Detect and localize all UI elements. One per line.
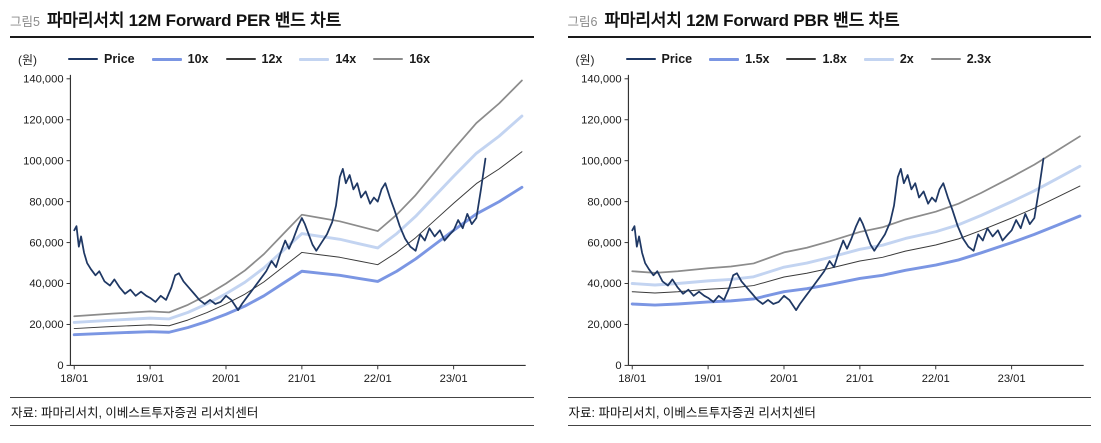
figures-row: 그림5 파마리서치 12M Forward PER 밴드 차트 (원) Pric… <box>10 6 1091 426</box>
legend-item-12x: 12x <box>225 52 283 66</box>
svg-text:20/01: 20/01 <box>212 373 240 385</box>
figure-header: 그림5 파마리서치 12M Forward PER 밴드 차트 <box>10 6 534 38</box>
legend-line-swatch <box>299 57 330 61</box>
figure-title: 파마리서치 12M Forward PBR 밴드 차트 <box>604 11 900 30</box>
figure-title: 파마리서치 12M Forward PER 밴드 차트 <box>46 11 342 30</box>
legend-label: 1.5x <box>745 52 770 66</box>
svg-text:19/01: 19/01 <box>694 373 722 385</box>
figure-label: 그림5 <box>10 15 40 29</box>
legend-item-2.3x: 2.3x <box>930 52 992 66</box>
svg-text:20,000: 20,000 <box>29 319 63 331</box>
svg-text:100,000: 100,000 <box>23 155 64 167</box>
figure-header: 그림6 파마리서치 12M Forward PBR 밴드 차트 <box>567 6 1091 38</box>
figure-per-band: 그림5 파마리서치 12M Forward PER 밴드 차트 (원) Pric… <box>10 6 534 426</box>
legend-label: Price <box>661 52 693 66</box>
figure-label: 그림6 <box>567 15 598 29</box>
legend-item-1.5x: 1.5x <box>709 52 769 66</box>
svg-text:0: 0 <box>615 360 621 372</box>
per-band-chart: 0 20,000 40,000 60,000 80,000 100,000 120,000 1… <box>10 71 534 393</box>
svg-text:21/01: 21/01 <box>288 373 316 385</box>
svg-text:80,000: 80,000 <box>587 196 621 208</box>
source-note: 자료: 파마리서치, 이베스트투자증권 리서치센터 <box>10 396 534 426</box>
legend-line-swatch <box>786 58 817 60</box>
y-axis-unit-label: (원) <box>575 52 595 67</box>
chart-legend: (원) Price 1.5x 1.8x 2x 2.3x <box>568 47 1092 71</box>
svg-text:60,000: 60,000 <box>587 237 621 249</box>
svg-text:140,000: 140,000 <box>581 74 622 86</box>
svg-text:22/01: 22/01 <box>921 373 949 385</box>
legend-line-swatch <box>68 58 99 60</box>
legend-item-10x: 10x <box>151 52 209 66</box>
svg-text:21/01: 21/01 <box>845 373 873 385</box>
svg-text:20/01: 20/01 <box>769 373 797 385</box>
legend-item-14x: 14x <box>299 52 356 66</box>
svg-text:23/01: 23/01 <box>440 373 468 385</box>
legend-label: 2.3x <box>966 52 992 66</box>
svg-text:120,000: 120,000 <box>581 114 622 126</box>
figure-pbr-band: 그림6 파마리서치 12M Forward PBR 밴드 차트 (원) Pric… <box>567 6 1092 426</box>
svg-text:18/01: 18/01 <box>618 373 646 385</box>
legend-line-swatch <box>863 57 894 61</box>
legend-item-Price: Price <box>68 52 135 66</box>
source-note: 자료: 파마리서치, 이베스트투자증권 리서치센터 <box>567 396 1091 426</box>
pbr-band-chart: 0 20,000 40,000 60,000 80,000 100,000 120,000 1… <box>568 71 1092 393</box>
legend-line-swatch <box>225 58 256 60</box>
legend-label: 10x <box>187 52 209 66</box>
legend-label: Price <box>104 52 135 66</box>
legend-line-swatch <box>930 58 961 60</box>
legend-item-1.8x: 1.8x <box>786 52 847 66</box>
svg-text:120,000: 120,000 <box>23 114 64 126</box>
chart-area: (원) Price 10x 12x 14x 16x 0 20,000 40,000 60,00… <box>10 38 534 393</box>
svg-text:80,000: 80,000 <box>29 196 63 208</box>
svg-text:19/01: 19/01 <box>136 373 164 385</box>
legend-label: 14x <box>335 52 357 66</box>
svg-text:140,000: 140,000 <box>23 74 64 86</box>
legend-label: 2x <box>899 52 914 66</box>
chart-legend: (원) Price 10x 12x 14x 16x <box>10 47 534 71</box>
chart-area: (원) Price 1.5x 1.8x 2x 2.3x 0 20,000 40,000 60,… <box>568 38 1092 393</box>
svg-text:100,000: 100,000 <box>581 155 622 167</box>
legend-line-swatch <box>151 57 182 61</box>
svg-text:40,000: 40,000 <box>587 278 621 290</box>
legend-line-swatch <box>709 57 740 61</box>
svg-text:40,000: 40,000 <box>29 278 63 290</box>
svg-text:18/01: 18/01 <box>60 373 88 385</box>
svg-text:60,000: 60,000 <box>29 237 63 249</box>
legend-label: 12x <box>261 52 283 66</box>
svg-text:0: 0 <box>57 360 63 372</box>
legend-line-swatch <box>625 58 656 60</box>
legend-item-Price: Price <box>625 52 693 66</box>
y-axis-unit-label: (원) <box>18 52 38 67</box>
legend-item-2x: 2x <box>863 52 914 66</box>
legend-line-swatch <box>373 58 404 60</box>
legend-label: 1.8x <box>822 52 847 66</box>
svg-text:20,000: 20,000 <box>587 319 621 331</box>
legend-label: 16x <box>409 52 431 66</box>
svg-text:22/01: 22/01 <box>364 373 392 385</box>
svg-text:23/01: 23/01 <box>997 373 1025 385</box>
legend-item-16x: 16x <box>373 52 430 66</box>
